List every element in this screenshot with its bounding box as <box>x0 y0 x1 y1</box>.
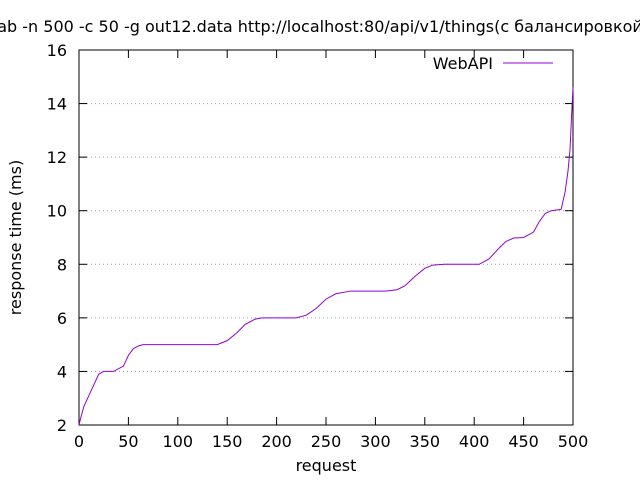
y-axis-label: response time (ms) <box>6 160 25 315</box>
y-tick-label: 6 <box>57 309 67 328</box>
x-tick-label: 300 <box>360 432 391 451</box>
x-tick-label: 350 <box>410 432 441 451</box>
x-tick-label: 200 <box>261 432 292 451</box>
y-tick-label: 8 <box>57 255 67 274</box>
x-tick-label: 400 <box>459 432 490 451</box>
y-tick-label: 12 <box>47 148 67 167</box>
grid-lines <box>79 103 573 372</box>
legend: WebAPI <box>433 54 553 73</box>
x-tick-label: 0 <box>74 432 84 451</box>
x-tick-label: 250 <box>311 432 342 451</box>
y-tick-label: 10 <box>47 202 67 221</box>
y-tick-label: 16 <box>47 41 67 60</box>
series-group <box>78 87 574 426</box>
x-axis-label: request <box>296 456 357 475</box>
x-tick-label: 100 <box>163 432 194 451</box>
legend-label-webapi: WebAPI <box>433 54 493 73</box>
y-tick-label: 2 <box>57 416 67 435</box>
x-tick-label: 450 <box>508 432 539 451</box>
chart-title: ab -n 500 -c 50 -g out12.data http://loc… <box>0 17 640 36</box>
y-tick-label: 14 <box>47 95 67 114</box>
y-tick-label: 4 <box>57 362 67 381</box>
x-tick-label: 500 <box>558 432 589 451</box>
plot-frame <box>78 49 574 426</box>
x-tick-label: 50 <box>118 432 138 451</box>
axis-ticks: 2 4 6 8 10 12 14 16 0 50 100 150 200 250 300 350 400 450 5… <box>47 41 589 451</box>
series-line-webapi <box>78 87 574 426</box>
x-tick-label: 150 <box>212 432 243 451</box>
